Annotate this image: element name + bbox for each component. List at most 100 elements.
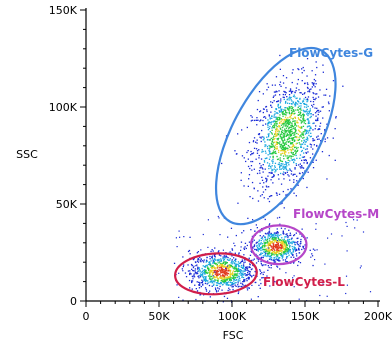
- event-dot: [287, 117, 289, 119]
- event-dot: [309, 143, 311, 145]
- event-dot: [268, 240, 271, 242]
- event-dot: [258, 91, 261, 93]
- event-dot: [189, 287, 191, 289]
- event-dot: [288, 94, 291, 96]
- event-dot: [225, 257, 227, 259]
- event-dot: [316, 136, 318, 138]
- event-dot: [279, 114, 281, 116]
- event-dot: [198, 268, 201, 271]
- event-dot: [242, 260, 244, 262]
- event-dot: [279, 159, 281, 161]
- event-dot: [279, 241, 281, 243]
- event-dot: [311, 86, 313, 88]
- event-dot: [198, 258, 200, 261]
- event-dot: [285, 257, 288, 259]
- event-dot: [299, 92, 301, 94]
- event-dot: [280, 254, 282, 257]
- event-dot: [307, 125, 309, 127]
- event-dot: [274, 237, 276, 239]
- event-dot: [297, 109, 299, 111]
- event-dot: [218, 269, 220, 271]
- event-dot: [196, 281, 198, 283]
- event-dot: [179, 236, 181, 238]
- event-dot: [288, 127, 291, 129]
- event-dot: [276, 127, 278, 129]
- event-dot: [290, 149, 292, 151]
- event-dot: [280, 98, 282, 100]
- x-tick-label: 200K: [364, 310, 392, 323]
- event-dot: [271, 245, 273, 248]
- event-dot: [226, 256, 228, 258]
- event-dot: [279, 247, 281, 249]
- event-dot: [275, 259, 277, 261]
- event-dot: [256, 172, 259, 175]
- event-dot: [302, 113, 304, 115]
- event-dot: [271, 253, 273, 255]
- event-dot: [277, 138, 279, 141]
- event-dot: [284, 113, 286, 115]
- event-dot: [271, 249, 273, 251]
- event-dot: [264, 236, 266, 239]
- event-dot: [249, 264, 251, 266]
- event-dot: [197, 259, 199, 261]
- event-dot: [210, 266, 212, 268]
- event-dot: [227, 257, 229, 259]
- event-dot: [311, 82, 313, 84]
- event-dot: [287, 155, 289, 157]
- event-dot: [290, 252, 292, 254]
- event-dot: [272, 182, 274, 184]
- event-dot: [259, 243, 261, 245]
- event-dot: [279, 253, 282, 255]
- event-dot: [212, 262, 214, 264]
- event-dot: [296, 255, 298, 257]
- event-dot: [292, 111, 294, 113]
- event-dot: [284, 228, 286, 230]
- event-dot: [185, 276, 188, 278]
- event-dot: [213, 266, 215, 269]
- event-dot: [302, 100, 305, 102]
- event-dot: [217, 215, 219, 218]
- event-dot: [283, 158, 285, 160]
- event-dot: [249, 274, 251, 276]
- event-dot: [234, 270, 236, 273]
- event-dot: [360, 265, 362, 267]
- event-dot: [257, 248, 259, 250]
- event-dot: [241, 266, 243, 268]
- event-dot: [201, 271, 203, 273]
- event-dot: [229, 258, 231, 260]
- event-dot: [273, 95, 275, 97]
- event-dot: [200, 259, 202, 261]
- event-dot: [219, 285, 221, 288]
- event-dot: [273, 236, 275, 239]
- event-dot: [294, 128, 296, 130]
- event-dot: [176, 284, 178, 286]
- event-dot: [282, 82, 285, 84]
- event-dot: [283, 123, 286, 125]
- event-dot: [268, 186, 270, 188]
- event-dot: [261, 246, 263, 248]
- event-dot: [228, 267, 230, 269]
- event-dot: [220, 277, 222, 279]
- event-dot: [288, 123, 290, 125]
- event-dot: [196, 264, 198, 266]
- event-dot: [224, 279, 227, 282]
- event-dot: [208, 267, 210, 270]
- event-dot: [191, 265, 193, 267]
- event-dot: [256, 245, 258, 247]
- event-dot: [325, 88, 328, 90]
- event-dot: [279, 268, 281, 270]
- event-dot: [242, 281, 244, 283]
- event-dot: [281, 148, 283, 151]
- event-dot: [232, 270, 235, 272]
- event-dot: [265, 242, 267, 244]
- event-dot: [214, 269, 217, 272]
- event-dot: [293, 113, 295, 115]
- event-dot: [211, 266, 213, 268]
- event-dot: [273, 116, 275, 118]
- event-dot: [275, 118, 277, 120]
- event-dot: [249, 274, 252, 277]
- event-dot: [290, 155, 292, 157]
- event-dot: [303, 103, 305, 105]
- event-dot: [281, 255, 283, 257]
- event-dot: [267, 252, 269, 254]
